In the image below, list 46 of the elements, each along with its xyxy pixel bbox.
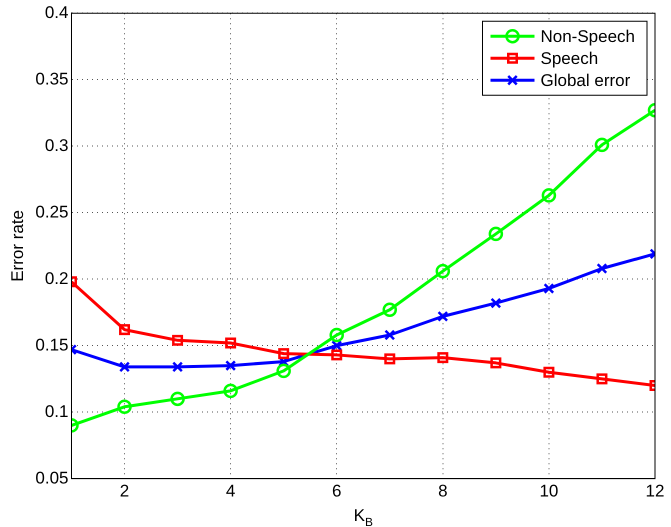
y-tick-label: 0.4 <box>44 2 68 22</box>
point <box>331 349 342 360</box>
y-tick-label: 0.35 <box>35 69 68 88</box>
y-tick-label: 0.15 <box>35 335 68 354</box>
x-tick-label: 10 <box>539 481 558 500</box>
x-tick-label: 8 <box>438 481 448 500</box>
legend-label: Global error <box>540 70 631 90</box>
point <box>225 360 236 372</box>
point <box>172 361 184 372</box>
point <box>170 392 185 406</box>
point <box>543 366 554 378</box>
y-tick-label: 0.25 <box>35 202 68 222</box>
point <box>490 298 502 309</box>
point <box>117 400 132 414</box>
point <box>384 353 396 364</box>
y-tick-label: 0.3 <box>44 136 68 155</box>
y-tick-label: 0.2 <box>44 268 68 288</box>
x-tick-label: 12 <box>646 481 664 500</box>
point <box>172 334 184 346</box>
point <box>437 310 448 322</box>
y-axis-title: Error rate <box>8 210 27 282</box>
point <box>437 352 448 364</box>
point <box>596 263 608 274</box>
point <box>436 264 450 278</box>
x-tick-label: 2 <box>120 481 130 500</box>
point <box>225 337 236 348</box>
point <box>384 330 396 340</box>
point <box>490 357 502 368</box>
point <box>119 324 130 336</box>
point <box>594 138 610 152</box>
point <box>329 328 344 342</box>
point <box>276 364 291 378</box>
point <box>596 373 608 384</box>
point <box>119 361 130 372</box>
y-tick-label: 0.1 <box>44 402 68 421</box>
point <box>543 282 554 294</box>
point <box>223 384 238 398</box>
point <box>488 226 504 242</box>
legend-label: Speech <box>540 48 598 68</box>
point <box>382 302 398 317</box>
y-tick-label: 0.05 <box>35 468 68 488</box>
legend-label: Non-Speech <box>540 26 636 46</box>
point <box>278 348 290 360</box>
x-tick-label: 4 <box>226 481 236 500</box>
x-tick-label: 6 <box>332 481 342 500</box>
point <box>542 188 556 203</box>
